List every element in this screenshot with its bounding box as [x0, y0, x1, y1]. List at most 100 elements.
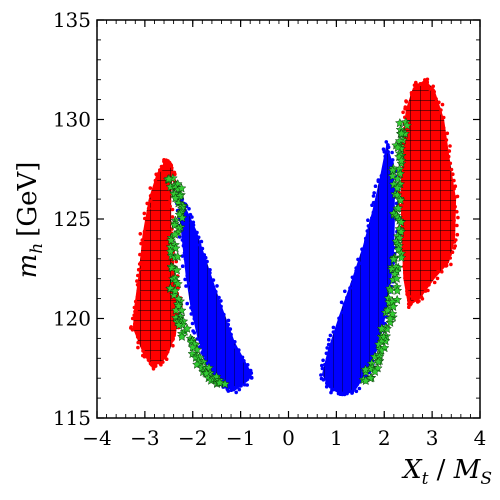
point-s1 [183, 257, 188, 261]
point-s0 [143, 216, 147, 221]
point-s0 [146, 206, 151, 211]
star-point-s2-1 [388, 301, 399, 312]
point-s1 [196, 235, 201, 240]
point-s1 [180, 238, 185, 242]
point-s0 [423, 78, 427, 82]
star-point-s2-0 [214, 377, 225, 388]
point-s1 [233, 340, 237, 344]
point-s0 [138, 252, 142, 257]
point-s0 [158, 361, 162, 365]
point-s1 [382, 150, 387, 154]
point-s0 [161, 360, 165, 364]
point-s1 [184, 265, 189, 270]
point-s0 [453, 195, 458, 199]
point-s0 [164, 357, 169, 362]
point-s0 [439, 108, 443, 112]
point-s1 [215, 284, 219, 288]
point-s1 [354, 389, 359, 394]
y-tick-label: 120 [53, 307, 91, 331]
point-s0 [138, 232, 143, 236]
point-s1 [183, 277, 187, 282]
point-s0 [148, 194, 153, 198]
star-point-s2-0 [171, 265, 182, 275]
point-s0 [404, 280, 409, 285]
point-s0 [418, 82, 423, 86]
star-point-s2-0 [176, 183, 187, 193]
point-s1 [208, 268, 212, 272]
x-axis-label: Xt / MS [401, 455, 492, 489]
point-s0 [170, 338, 175, 342]
point-s0 [172, 170, 177, 175]
point-s1 [189, 312, 194, 316]
point-s0 [137, 262, 142, 266]
point-s1 [189, 221, 193, 225]
star-point-s2-1 [373, 356, 384, 367]
point-s0 [445, 131, 450, 136]
point-s0 [453, 204, 457, 209]
point-s0 [145, 201, 149, 206]
x-tick-label: −1 [226, 426, 255, 450]
region-hatch-s0-1 [401, 79, 457, 307]
star-point-s2-0 [177, 212, 188, 223]
star-point-s2-1 [395, 195, 406, 205]
point-s1 [390, 224, 395, 229]
point-s1 [187, 207, 191, 211]
point-s0 [403, 271, 407, 275]
point-s0 [452, 246, 457, 250]
star-point-s2-1 [385, 317, 396, 327]
point-s1 [371, 210, 376, 215]
point-s1 [189, 297, 193, 301]
point-s1 [222, 312, 226, 317]
star-point-s2-0 [165, 246, 176, 256]
point-s1 [208, 271, 212, 275]
point-s0 [135, 295, 140, 299]
point-s1 [197, 243, 202, 247]
point-s1 [327, 337, 331, 342]
point-s1 [190, 215, 194, 219]
point-s0 [451, 172, 455, 176]
star-point-s2-1 [396, 128, 407, 138]
star-point-s2-1 [391, 273, 402, 283]
point-s1 [370, 203, 374, 207]
point-s0 [403, 276, 407, 281]
point-s0 [428, 87, 432, 91]
star-point-s2-1 [402, 120, 413, 130]
point-s0 [153, 178, 158, 183]
point-s0 [170, 207, 175, 212]
point-s1 [357, 261, 362, 266]
point-s1 [331, 325, 336, 330]
point-s1 [386, 150, 391, 154]
star-point-s2-0 [182, 323, 193, 333]
x-tick-label: 1 [330, 426, 343, 450]
point-s0 [170, 215, 175, 219]
point-s1 [382, 163, 387, 167]
point-s1 [195, 230, 199, 235]
point-s1 [248, 370, 253, 375]
point-s0 [452, 178, 456, 183]
point-s0 [455, 223, 459, 228]
point-s0 [135, 335, 140, 339]
point-s0 [438, 111, 443, 115]
point-s0 [440, 102, 445, 107]
point-s1 [243, 378, 248, 383]
y-axis-label: mh[GeV] [13, 162, 47, 279]
point-s0 [437, 100, 441, 105]
star-point-s2-0 [170, 285, 181, 296]
y-tick-label: 135 [53, 8, 91, 32]
point-s1 [386, 143, 390, 147]
data-markers [129, 77, 460, 397]
star-point-s2-1 [396, 155, 407, 166]
point-s1 [390, 220, 395, 225]
point-s1 [345, 391, 349, 396]
point-s1 [200, 246, 205, 251]
point-s0 [448, 256, 453, 260]
point-s0 [141, 349, 145, 353]
x-tick-label: 0 [282, 426, 295, 450]
point-s1 [323, 362, 327, 367]
point-s1 [340, 310, 345, 315]
point-s1 [337, 321, 342, 326]
point-s0 [136, 332, 140, 336]
star-point-s2-0 [172, 278, 183, 289]
point-s1 [219, 299, 223, 303]
